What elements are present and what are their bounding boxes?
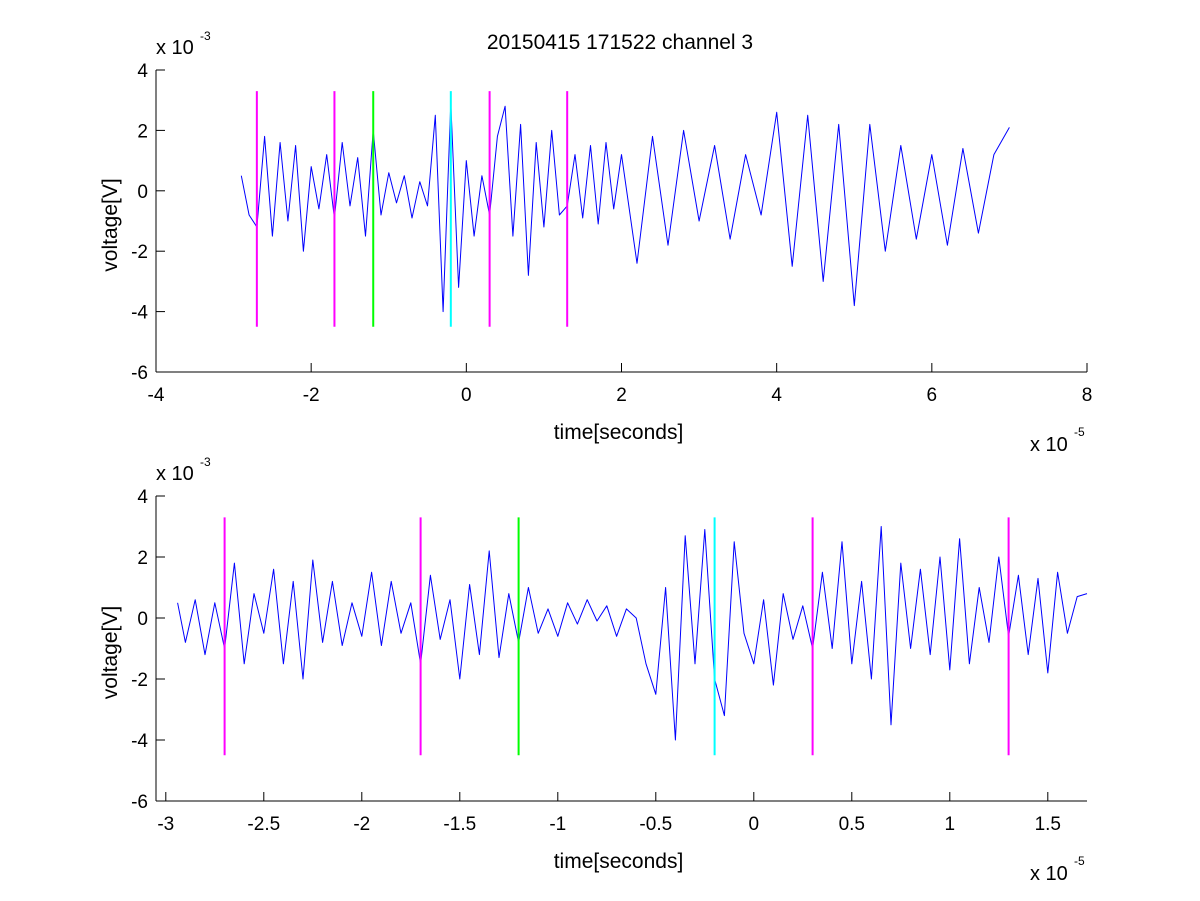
x-tick-label: -4 bbox=[148, 385, 165, 406]
x-tick-label: -1.5 bbox=[443, 814, 476, 835]
y-tick-label: -6 bbox=[131, 363, 148, 384]
x-axis-multiplier: x 10 bbox=[1030, 434, 1068, 456]
x-tick-label: 2 bbox=[616, 385, 627, 406]
x-tick-label: -2 bbox=[353, 814, 370, 835]
y-axis-multiplier-exponent: -3 bbox=[200, 29, 211, 43]
x-tick-label: -0.5 bbox=[639, 814, 672, 835]
y-tick-label: -2 bbox=[131, 242, 148, 263]
y-axis-multiplier: x 10 bbox=[156, 463, 194, 485]
x-tick-label: -2 bbox=[303, 385, 320, 406]
x-tick-label: 4 bbox=[771, 385, 782, 406]
x-tick-label: 1.5 bbox=[1035, 814, 1061, 835]
y-tick-label: 0 bbox=[137, 182, 148, 203]
x-tick-label: 0 bbox=[461, 385, 472, 406]
x-tick-label: 8 bbox=[1082, 385, 1093, 406]
signal-trace bbox=[177, 526, 1088, 741]
x-axis-label: time[seconds] bbox=[554, 421, 684, 444]
y-tick-label: 0 bbox=[137, 609, 148, 630]
y-tick-label: 4 bbox=[137, 61, 148, 82]
x-axis-label: time[seconds] bbox=[554, 850, 684, 873]
y-tick-label: 2 bbox=[137, 548, 148, 569]
x-tick-label: -2.5 bbox=[247, 814, 280, 835]
figure-title: 20150415 171522 channel 3 bbox=[487, 31, 753, 54]
y-tick-label: 2 bbox=[137, 121, 148, 142]
x-tick-label: 1 bbox=[945, 814, 956, 835]
y-tick-label: -4 bbox=[131, 303, 148, 324]
x-tick-label: -3 bbox=[157, 814, 174, 835]
y-axis-label: voltage[V] bbox=[99, 178, 122, 271]
x-axis-multiplier-exponent: -5 bbox=[1074, 425, 1085, 439]
x-tick-label: 0.5 bbox=[839, 814, 865, 835]
x-tick-label: -1 bbox=[549, 814, 566, 835]
y-axis-multiplier-exponent: -3 bbox=[200, 455, 211, 469]
x-axis-multiplier-exponent: -5 bbox=[1074, 854, 1085, 868]
y-tick-label: 4 bbox=[137, 487, 148, 508]
x-tick-label: 0 bbox=[749, 814, 760, 835]
y-tick-label: -6 bbox=[131, 792, 148, 813]
x-axis-multiplier: x 10 bbox=[1030, 863, 1068, 885]
signal-trace bbox=[240, 102, 1010, 313]
y-axis-multiplier: x 10 bbox=[156, 37, 194, 59]
y-tick-label: -2 bbox=[131, 670, 148, 691]
x-tick-label: 6 bbox=[927, 385, 938, 406]
y-tick-label: -4 bbox=[131, 731, 148, 752]
y-axis-label: voltage[V] bbox=[99, 606, 122, 699]
